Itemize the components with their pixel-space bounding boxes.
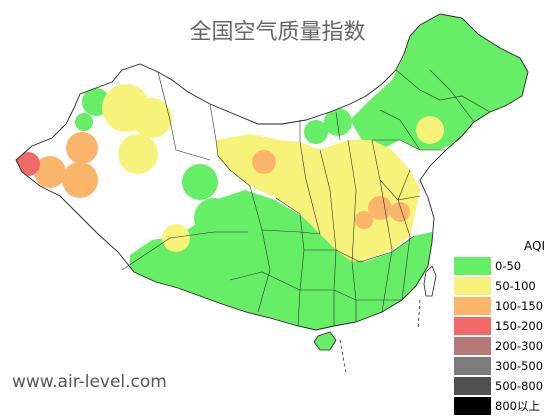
zone-kashgar-unhealthy	[16, 152, 40, 176]
aqi-legend: AQI 0-50 50-100 100-150 150-200 200-300 300-5…	[454, 236, 555, 416]
watermark-url: www.air-level.com	[12, 372, 167, 392]
hainan-island	[313, 331, 337, 351]
zone-kashgar-sensitive-3	[34, 156, 66, 188]
zone-xinjiang-moderate-2	[132, 98, 172, 138]
legend-item: 150-200	[454, 316, 555, 336]
legend-item: 500-800	[454, 376, 555, 396]
taiwan-island	[423, 265, 437, 297]
zone-qinghai-good	[182, 164, 218, 200]
legend-item: 200-300	[454, 336, 555, 356]
zone-kashgar-sensitive-2	[66, 132, 98, 164]
legend-item: 100-150	[454, 296, 555, 316]
legend-swatch	[454, 317, 491, 335]
legend-swatch	[454, 337, 491, 355]
zone-tibet-moderate	[162, 224, 190, 252]
zone-mongolia-good-1	[324, 108, 352, 136]
zone-henan-sensitive-3	[355, 211, 373, 229]
legend-item: 50-100	[454, 276, 555, 296]
zone-xinjiang-good-2	[75, 113, 93, 131]
province-borders	[121, 69, 491, 327]
legend-swatch	[454, 257, 491, 275]
legend-swatch	[454, 377, 491, 395]
legend-swatch	[454, 277, 491, 295]
south-sea-boundary	[339, 299, 421, 373]
zone-xinjiang-moderate-3	[118, 134, 158, 174]
legend-label: 100-150	[495, 299, 544, 313]
legend-item: 800以上	[454, 396, 555, 416]
aqi-zones	[16, 14, 528, 330]
legend-label: 200-300	[495, 339, 544, 353]
legend-title: AQI	[524, 239, 545, 253]
legend-label: 800以上	[495, 399, 540, 413]
legend-item: 0-50	[454, 256, 555, 276]
zone-henan-sensitive-2	[390, 202, 410, 222]
china-aqi-map	[15, 13, 529, 373]
legend-label: 500-800	[495, 379, 544, 393]
zone-liaoning-moderate	[416, 116, 444, 144]
legend-label: 300-500	[495, 359, 544, 373]
legend-swatch	[454, 297, 491, 315]
zone-kashgar-sensitive-1	[62, 162, 98, 198]
zone-mongolia-good-2	[304, 120, 328, 144]
zone-ningxia-sensitive	[252, 150, 276, 174]
legend-rows: 0-50 50-100 100-150 150-200 200-300 300-500 50…	[454, 256, 555, 416]
legend-label: 50-100	[495, 279, 536, 293]
legend-swatch	[454, 357, 491, 375]
legend-label: 0-50	[495, 259, 522, 273]
zone-tibet-good-2	[194, 198, 234, 238]
map-title: 全国空气质量指数	[189, 20, 366, 45]
zone-yunnan-good	[232, 202, 264, 234]
china-outline	[15, 13, 529, 331]
legend-item: 300-500	[454, 356, 555, 376]
legend-label: 150-200	[495, 319, 544, 333]
